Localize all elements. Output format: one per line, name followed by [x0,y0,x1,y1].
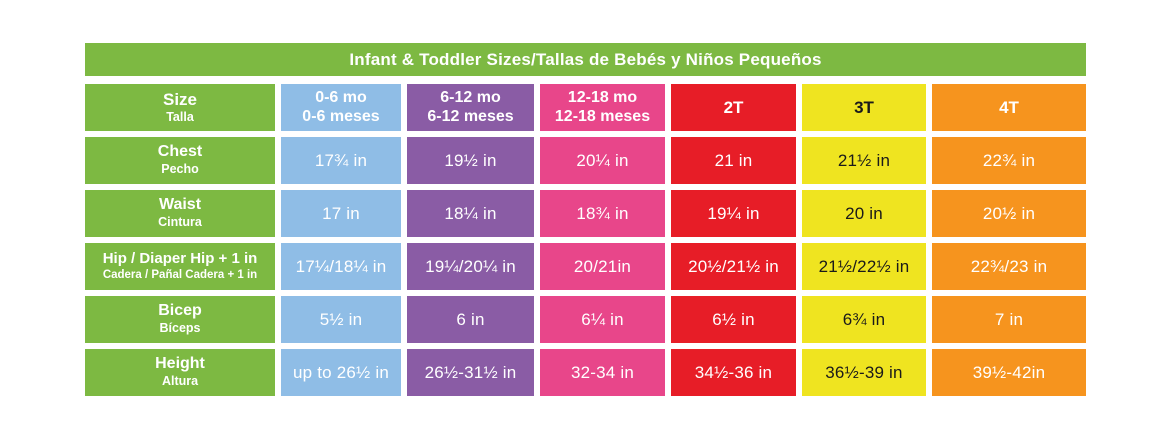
row-label-hip-en: Hip / Diaper Hip + 1 in [102,250,258,268]
cell-chest-0-6mo: 17¾ in [281,137,401,184]
header-0-6mo-en: 0-6 mo [315,88,367,106]
header-size-en: Size [162,89,198,109]
row-label-waist: Waist Cintura [85,190,275,237]
row-label-bicep: Bicep Bíceps [85,296,275,343]
cell-bicep-3t: 6¾ in [802,296,926,343]
size-grid: Size Talla 0-6 mo 0-6 meses 6-12 mo 6-12… [85,84,1086,396]
header-12-18mo: 12-18 mo 12-18 meses [540,84,665,131]
cell-bicep-2t: 6½ in [671,296,796,343]
cell-chest-2t: 21 in [671,137,796,184]
header-0-6mo-es: 0-6 meses [302,107,380,125]
header-2t: 2T [671,84,796,131]
cell-value: 19¼/20¼ in [425,256,516,276]
cell-chest-12-18mo: 20¼ in [540,137,665,184]
row-label-hip-es: Cadera / Pañal Cadera + 1 in [102,269,258,282]
cell-hip-2t: 20½/21½ in [671,243,796,290]
cell-height-12-18mo: 32-34 in [540,349,665,396]
cell-waist-6-12mo: 18¼ in [407,190,534,237]
cell-height-4t: 39½-42in [932,349,1086,396]
header-size-es: Talla [166,109,194,124]
cell-bicep-4t: 7 in [932,296,1086,343]
header-3t: 3T [802,84,926,131]
cell-value: up to 26½ in [293,362,389,382]
cell-value: 20½ in [982,203,1036,223]
row-label-hip: Hip / Diaper Hip + 1 in Cadera / Pañal C… [85,243,275,290]
cell-hip-3t: 21½/22½ in [802,243,926,290]
cell-value: 18¾ in [576,203,629,223]
cell-value: 22¾ in [982,150,1036,170]
header-4t-label: 4T [999,97,1019,117]
cell-value: 6¼ in [581,309,624,329]
cell-waist-12-18mo: 18¾ in [540,190,665,237]
cell-bicep-12-18mo: 6¼ in [540,296,665,343]
cell-value: 21½ in [837,150,891,170]
cell-value: 21 in [714,150,753,170]
header-12-18mo-en: 12-18 mo [567,88,638,106]
chart-title: Infant & Toddler Sizes/Tallas de Bebés y… [85,43,1086,76]
cell-value: 6½ in [712,309,755,329]
cell-height-2t: 34½-36 in [671,349,796,396]
cell-waist-2t: 19¼ in [671,190,796,237]
cell-height-3t: 36½-39 in [802,349,926,396]
row-label-height-en: Height [155,355,205,373]
row-label-height: Height Altura [85,349,275,396]
cell-value: 6 in [456,309,485,329]
cell-value: 20¼ in [576,150,629,170]
cell-value: 26½-31½ in [424,362,517,382]
cell-value: 22¾/23 in [970,256,1048,276]
cell-value: 17¾ in [314,150,368,170]
header-size: Size Talla [85,84,275,131]
cell-bicep-6-12mo: 6 in [407,296,534,343]
cell-chest-3t: 21½ in [802,137,926,184]
header-6-12mo-en: 6-12 mo [440,88,501,106]
header-2t-label: 2T [723,97,744,117]
cell-hip-12-18mo: 20/21in [540,243,665,290]
cell-chest-6-12mo: 19½ in [407,137,534,184]
cell-value: 7 in [994,309,1024,329]
row-label-waist-en: Waist [158,196,202,214]
cell-value: 5½ in [319,309,363,329]
cell-value: 17¼/18¼ in [295,256,387,276]
cell-value: 6¾ in [842,309,886,329]
cell-waist-4t: 20½ in [932,190,1086,237]
row-label-chest: Chest Pecho [85,137,275,184]
cell-hip-0-6mo: 17¼/18¼ in [281,243,401,290]
cell-value: 36½-39 in [825,362,903,382]
cell-value: 34½-36 in [694,362,773,382]
cell-height-6-12mo: 26½-31½ in [407,349,534,396]
row-label-bicep-es: Bíceps [159,321,201,336]
cell-value: 18¼ in [444,203,497,223]
cell-waist-3t: 20 in [802,190,926,237]
cell-value: 20½/21½ in [688,256,779,276]
row-label-height-es: Altura [161,374,199,389]
header-6-12mo-es: 6-12 meses [427,107,514,125]
row-label-chest-en: Chest [157,143,203,161]
cell-bicep-0-6mo: 5½ in [281,296,401,343]
cell-height-0-6mo: up to 26½ in [281,349,401,396]
row-label-chest-es: Pecho [161,162,199,177]
cell-value: 39½-42in [972,362,1046,382]
cell-value: 20/21in [573,256,632,276]
header-6-12mo: 6-12 mo 6-12 meses [407,84,534,131]
header-0-6mo: 0-6 mo 0-6 meses [281,84,401,131]
row-label-waist-es: Cintura [158,215,202,230]
cell-value: 19¼ in [707,203,760,223]
cell-chest-4t: 22¾ in [932,137,1086,184]
size-chart-table: Infant & Toddler Sizes/Tallas de Bebés y… [85,43,1086,396]
header-4t: 4T [932,84,1086,131]
cell-value: 21½/22½ in [818,256,910,276]
cell-value: 19½ in [444,150,497,170]
cell-hip-6-12mo: 19¼/20¼ in [407,243,534,290]
cell-value: 17 in [322,203,360,223]
row-label-bicep-en: Bicep [158,302,202,320]
header-3t-label: 3T [854,97,874,117]
cell-hip-4t: 22¾/23 in [932,243,1086,290]
cell-waist-0-6mo: 17 in [281,190,401,237]
cell-value: 32-34 in [570,362,635,382]
header-12-18mo-es: 12-18 meses [554,107,651,125]
cell-value: 20 in [845,203,883,223]
